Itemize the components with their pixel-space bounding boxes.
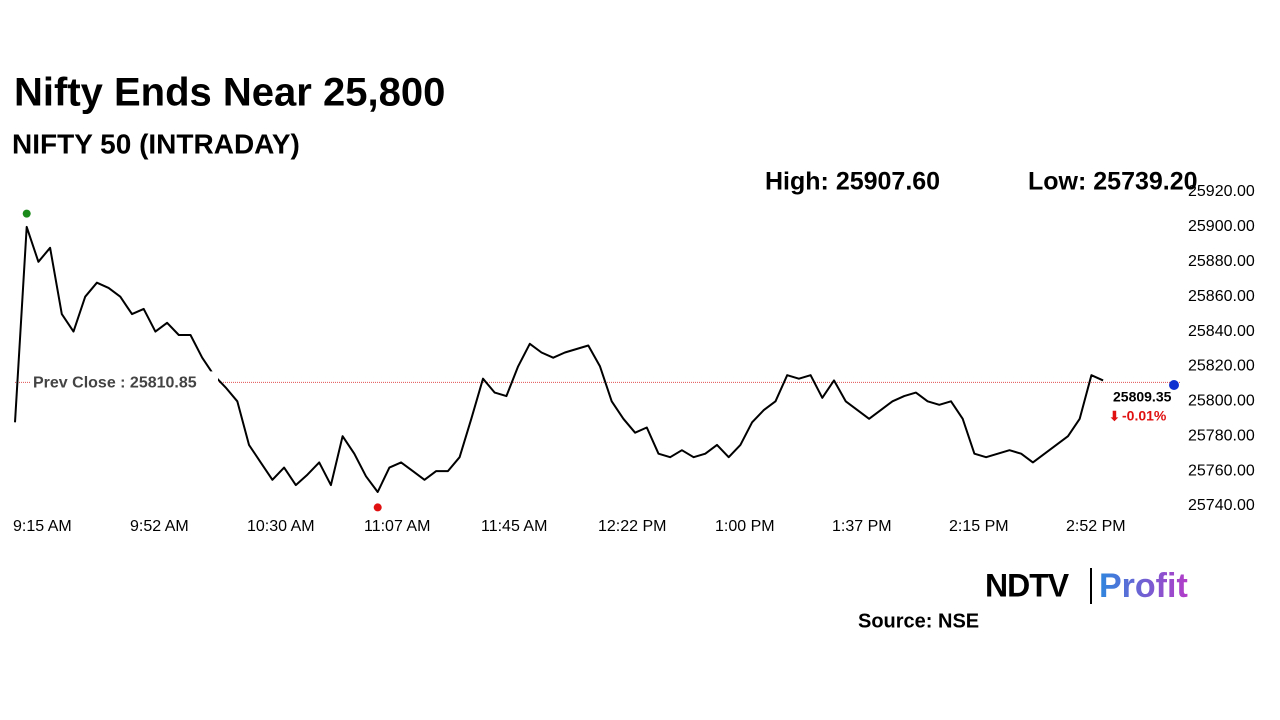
y-tick-label: 25800.00 <box>1188 393 1255 410</box>
source: Source: NSE <box>858 610 979 632</box>
high-label: High: 25907.60 <box>765 168 940 196</box>
price-line <box>14 225 1104 493</box>
logo-brand: NDTV <box>985 567 1070 603</box>
y-tick-label: 25760.00 <box>1188 462 1255 479</box>
chart-subtitle: NIFTY 50 (INTRADAY) <box>12 128 300 159</box>
y-tick-label: 25920.00 <box>1188 183 1255 200</box>
x-tick-label: 12:22 PM <box>598 518 666 535</box>
x-tick-label: 1:00 PM <box>715 518 775 535</box>
y-tick-label: 25780.00 <box>1188 427 1255 444</box>
y-tick-label: 25880.00 <box>1188 253 1255 270</box>
x-tick-label: 9:52 AM <box>130 518 189 535</box>
prev-close-label-bg <box>30 371 218 394</box>
y-tick-label: 25860.00 <box>1188 288 1255 305</box>
y-tick-label: 25840.00 <box>1188 323 1255 340</box>
high-marker <box>22 209 31 218</box>
low-label: Low: 25739.20 <box>1028 168 1198 196</box>
change-value: -0.01% <box>1122 408 1167 424</box>
last-value: 25809.35 <box>1113 389 1172 405</box>
x-tick-label: 2:15 PM <box>949 518 1009 535</box>
y-tick-label: 25820.00 <box>1188 358 1255 375</box>
prev-close-label: Prev Close : 25810.85 <box>33 375 197 392</box>
x-tick-label: 10:30 AM <box>247 518 315 535</box>
x-tick-label: 11:45 AM <box>481 518 547 535</box>
y-tick-label: 25740.00 <box>1188 497 1255 514</box>
y-tick-label: 25900.00 <box>1188 218 1255 235</box>
logo-product: Profit <box>1099 567 1188 605</box>
chart-title: Nifty Ends Near 25,800 <box>14 71 445 115</box>
change-arrow: ⬇ <box>1109 408 1120 423</box>
x-tick-label: 2:52 PM <box>1066 518 1126 535</box>
last-marker <box>1169 380 1179 391</box>
x-tick-label: 1:37 PM <box>832 518 892 535</box>
x-tick-label: 11:07 AM <box>364 518 430 535</box>
low-marker <box>373 503 382 512</box>
x-tick-label: 9:15 AM <box>13 518 72 535</box>
